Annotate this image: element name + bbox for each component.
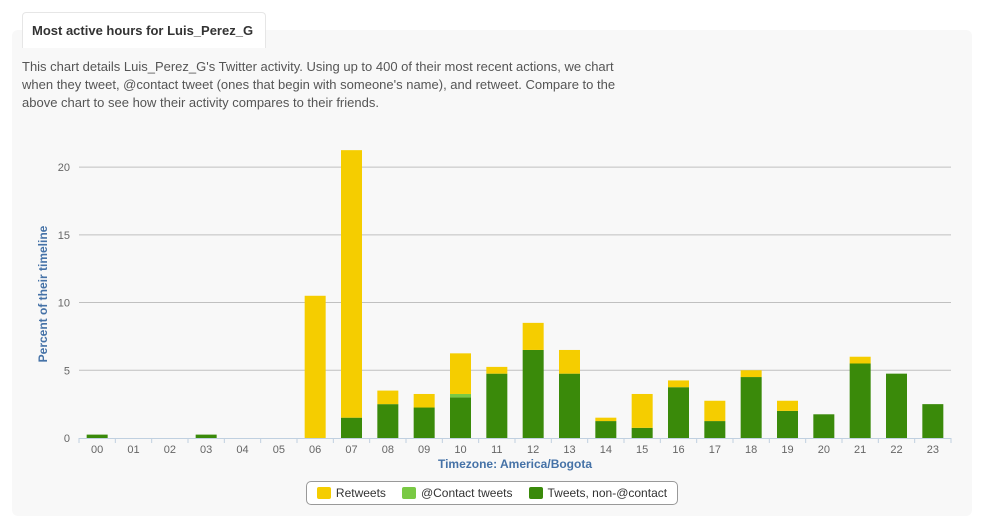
bar-segment (849, 356, 871, 364)
legend-item[interactable]: Retweets (316, 486, 386, 500)
bar-segment (922, 404, 944, 438)
x-tick-label: 07 (345, 444, 357, 456)
bar-segment (559, 349, 580, 374)
x-tick-label: 20 (818, 444, 830, 456)
legend-label: Tweets, non-@contact (547, 486, 668, 500)
chart-description: This chart details Luis_Perez_G's Twitte… (22, 59, 616, 110)
bar-segment (668, 387, 689, 438)
bar-segment (631, 393, 653, 428)
y-tick-label: 15 (58, 230, 70, 242)
legend-swatch (316, 487, 331, 499)
tab-title: Most active hours for Luis_Perez_G (32, 23, 254, 38)
y-tick-label: 20 (58, 162, 70, 174)
bar-segment (740, 377, 762, 438)
x-tick-label: 21 (854, 444, 866, 456)
x-tick-label: 03 (200, 444, 212, 456)
x-tick-label: 18 (745, 444, 757, 456)
bar-segment (304, 295, 326, 438)
bar-segment (704, 421, 726, 438)
x-tick-label: 00 (91, 444, 103, 456)
legend-swatch (528, 487, 543, 499)
bar-segment (631, 427, 653, 438)
bar-segment (195, 434, 217, 438)
y-axis-title: Percent of their timeline (36, 225, 50, 362)
bar-segment (522, 349, 544, 438)
x-tick-label: 10 (454, 444, 466, 456)
bar-segment (813, 414, 835, 438)
x-tick-label: 08 (382, 444, 394, 456)
x-tick-label: 19 (781, 444, 793, 456)
y-tick-label: 0 (64, 433, 70, 445)
x-tick-label: 16 (672, 444, 684, 456)
bar-segment (704, 400, 726, 422)
bar-segment (450, 393, 471, 398)
x-tick-label: 12 (527, 444, 539, 456)
bar-segment (595, 417, 617, 422)
y-tick-label: 10 (58, 298, 70, 310)
bar-segment (377, 404, 399, 438)
bar-segment (486, 366, 508, 374)
bar-segment (450, 397, 471, 438)
legend-item[interactable]: Tweets, non-@contact (528, 486, 668, 500)
x-tick-label: 13 (563, 444, 575, 456)
legend-label: Retweets (335, 486, 386, 500)
x-tick-label: 14 (600, 444, 612, 456)
x-tick-label: 17 (709, 444, 721, 456)
bar-segment (522, 322, 544, 350)
x-tick-label: 15 (636, 444, 648, 456)
x-tick-label: 04 (236, 444, 248, 456)
bar-segment (849, 363, 871, 438)
bar-segment (341, 150, 362, 418)
x-tick-label: 02 (164, 444, 176, 456)
x-tick-label: 06 (309, 444, 321, 456)
bar-segment (740, 370, 762, 378)
bar-segment (377, 390, 399, 405)
bar-segment (886, 373, 907, 438)
bar-segment (413, 407, 435, 438)
x-tick-label: 23 (927, 444, 939, 456)
bar-segment (413, 393, 435, 408)
x-tick-label: 05 (273, 444, 285, 456)
x-tick-label: 11 (491, 444, 502, 456)
bar-segment (668, 380, 689, 388)
bar-segment (486, 373, 508, 438)
bar-segment (595, 421, 617, 438)
x-tick-label: 09 (418, 444, 430, 456)
y-tick-label: 5 (64, 365, 70, 377)
chart-legend: Retweets @Contact tweets Tweets, non-@cont… (306, 481, 678, 505)
bar-segment (86, 434, 108, 438)
bar-segment (341, 417, 362, 438)
x-tick-label: 22 (890, 444, 902, 456)
legend-swatch (401, 487, 416, 499)
bar-segment (777, 400, 798, 411)
x-tick-label: 01 (127, 444, 139, 456)
bar-segment (777, 410, 798, 438)
x-axis-title: Timezone: America/Bogota (438, 457, 592, 471)
bar-segment (450, 353, 471, 394)
legend-label: @Contact tweets (420, 486, 513, 500)
chart-tab[interactable]: Most active hours for Luis_Perez_G (22, 12, 266, 48)
bar-segment (559, 373, 580, 438)
legend-item[interactable]: @Contact tweets (401, 486, 513, 500)
